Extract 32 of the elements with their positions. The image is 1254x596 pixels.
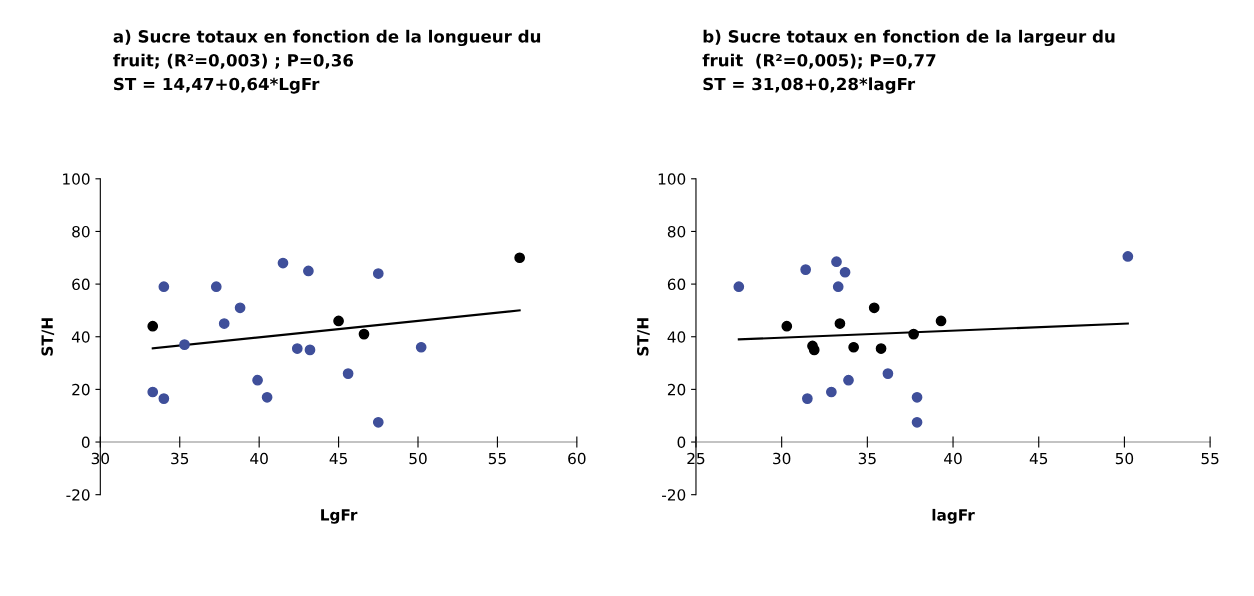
chart-title: a) Sucre totaux en fonction de la longueur du fruit; (R²=0,003) ; P=0,36 ST = 14,47+0,64*LgFr [113,29,541,94]
x-tick-label: 55 [1201,452,1219,465]
x-tick-label: 50 [1115,452,1134,465]
y-tick-label: 80 [667,225,686,238]
x-tick-label: 60 [568,452,586,465]
y-tick-label: -20 [66,489,90,501]
y-tick-label: 40 [71,331,90,343]
x-axis-title: LgFr [321,509,358,524]
y-tick-label: -20 [662,489,686,501]
y-tick-label: 80 [72,225,90,238]
y-tick-label: 20 [667,383,686,396]
y-tick-label: 0 [81,436,90,449]
y-tick-label: 100 [63,173,90,185]
x-tick-label: 35 [858,452,876,465]
y-tick-label: 100 [658,173,686,185]
y-tick-label: 60 [667,278,686,291]
y-tick-label: 0 [677,436,686,449]
x-tick-label: 40 [250,452,268,465]
y-tick-label: 40 [667,331,686,343]
x-axis-title: lagFr [932,508,975,524]
x-tick-label: 45 [329,452,347,465]
y-axis-title: ST/H [41,318,55,356]
y-tick-label: 60 [72,278,90,291]
x-tick-label: 40 [944,452,962,465]
y-axis-title: ST/H [637,318,650,356]
y-tick-label: 20 [72,383,90,396]
x-tick-label: 55 [488,452,506,465]
x-tick-label: 45 [1029,452,1048,465]
x-tick-label: 50 [409,452,427,465]
x-tick-label: 35 [171,452,189,465]
chart-title: b) Sucre totaux en fonction de la largeur du fruit (R²=0,005); P=0,77 ST = 31,08+0,28*lagFr [702,29,1115,94]
x-tick-label: 30 [773,452,791,465]
